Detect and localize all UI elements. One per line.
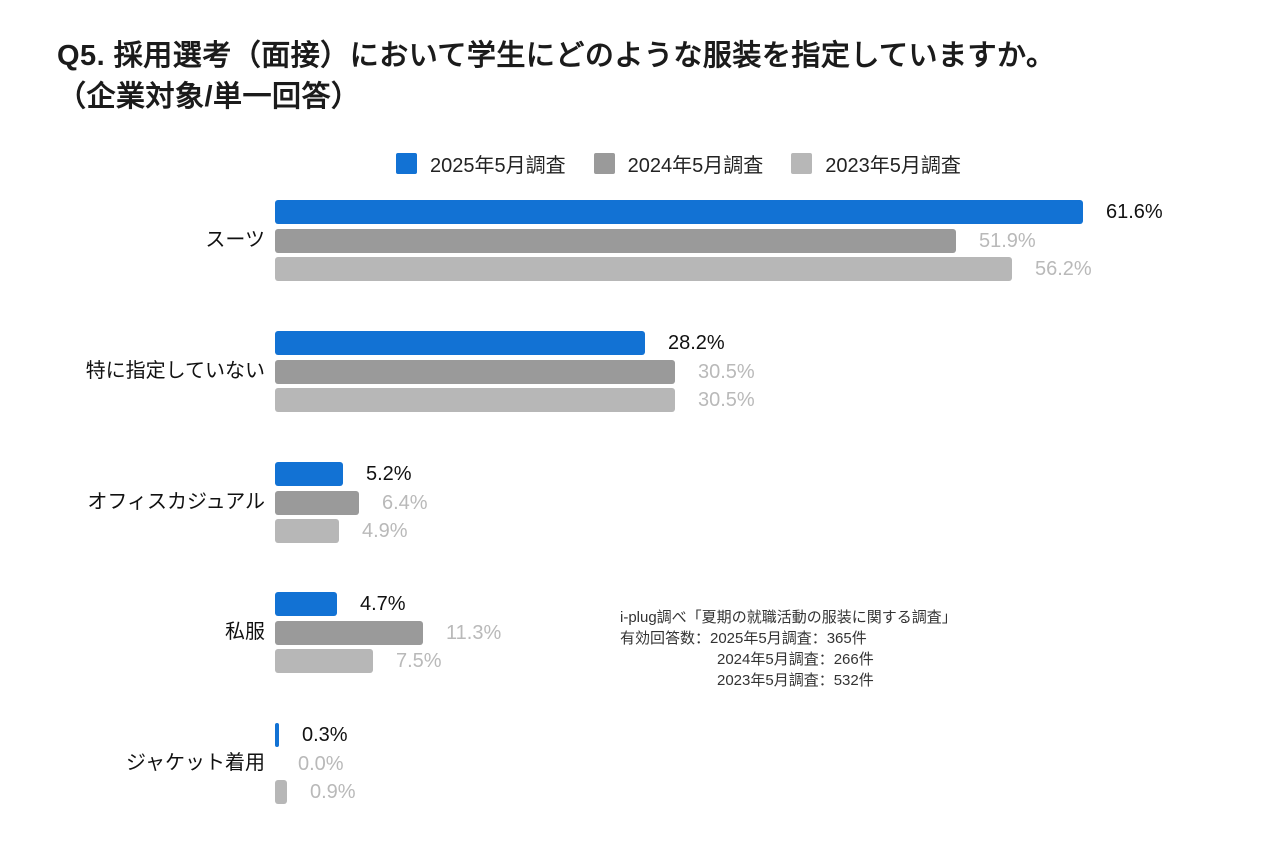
legend-swatch-2023 [791, 153, 813, 174]
legend-label-2024: 2024年5月調査 [627, 155, 764, 177]
bar [275, 780, 287, 804]
value-label: 61.6% [1106, 201, 1163, 223]
bar [275, 360, 675, 384]
value-label: 4.9% [362, 520, 408, 542]
legend-item-2023: 2023年5月調査 [791, 149, 961, 178]
value-label: 30.5% [698, 361, 755, 383]
legend-label-2023: 2023年5月調査 [825, 155, 961, 177]
category-label: 私服 [225, 621, 265, 643]
bar [275, 257, 1012, 281]
category-label: 特に指定していない [85, 360, 265, 382]
chart-title: Q5. 採用選考（面接）において学生にどのような服装を指定していますか。 （企業… [57, 36, 1055, 118]
legend-swatch-2025 [396, 153, 417, 174]
source-note-line: i-plug調べ「夏期の就職活動の服装に関する調査」 [620, 609, 957, 626]
value-label: 0.9% [310, 781, 356, 803]
value-label: 6.4% [382, 492, 428, 514]
bar [275, 388, 675, 412]
source-note-line: 有効回答数：2025年5月調査：365件 [620, 630, 867, 647]
bar [275, 331, 645, 355]
bar [275, 229, 956, 253]
legend-swatch-2024 [593, 153, 615, 174]
value-label: 30.5% [698, 389, 755, 411]
category-label: スーツ [205, 229, 265, 251]
value-label: 51.9% [979, 230, 1036, 252]
category-label: オフィスカジュアル [87, 491, 265, 513]
value-label: 56.2% [1035, 258, 1092, 280]
bar [275, 491, 359, 515]
bar [275, 723, 279, 747]
source-note-line: 2023年5月調査：532件 [717, 672, 874, 689]
value-label: 5.2% [366, 463, 412, 485]
legend-item-2024: 2024年5月調査 [593, 149, 764, 178]
value-label: 4.7% [360, 593, 406, 615]
chart-title-line2: （企業対象/単一回答） [57, 81, 361, 113]
source-note-line: 2024年5月調査：266件 [717, 651, 874, 668]
bar [275, 592, 337, 616]
value-label: 11.3% [446, 622, 502, 644]
legend-label-2025: 2025年5月調査 [430, 155, 566, 177]
bar [275, 462, 343, 486]
source-note: i-plug調べ「夏期の就職活動の服装に関する調査」 有効回答数：2025年5月… [620, 607, 957, 691]
value-label: 7.5% [396, 650, 442, 672]
bar [275, 621, 423, 645]
bar [275, 649, 373, 673]
value-label: 0.0% [298, 753, 344, 775]
chart-title-line1: Q5. 採用選考（面接）において学生にどのような服装を指定していますか。 [57, 40, 1056, 72]
bar [275, 200, 1083, 224]
legend-item-2025: 2025年5月調査 [396, 149, 566, 178]
category-label: ジャケット着用 [126, 752, 265, 774]
value-label: 28.2% [668, 332, 725, 354]
legend: 2025年5月調査 2024年5月調査 2023年5月調査 [396, 149, 961, 178]
value-label: 0.3% [302, 724, 348, 746]
bar [275, 519, 339, 543]
